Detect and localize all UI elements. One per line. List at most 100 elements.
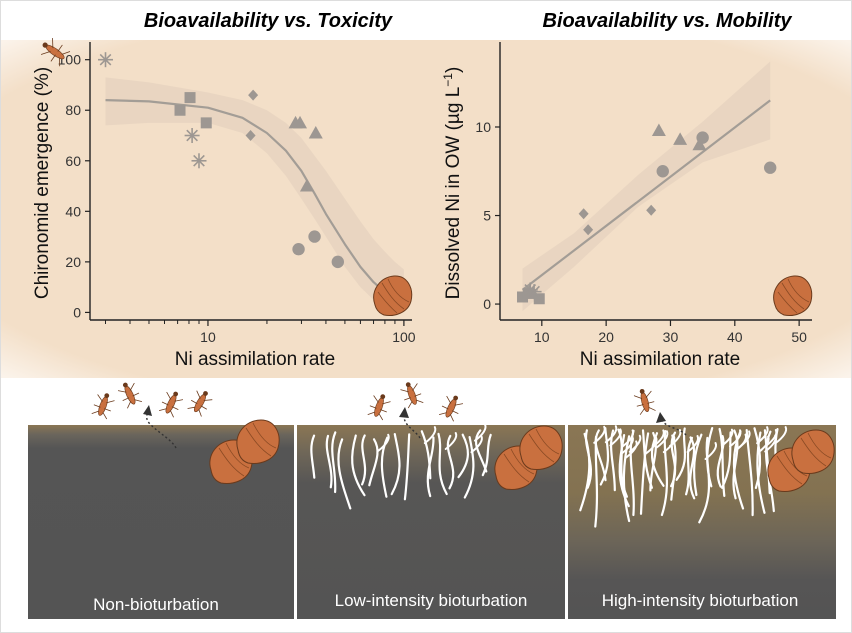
emergence-arrow-high	[656, 412, 687, 436]
scene-high-burrows	[579, 425, 788, 528]
left-x-axis-label: Ni assimilation rate	[175, 349, 336, 370]
right-fit-line	[521, 99, 771, 291]
right-ticks-layer: 0 5 10 10 20 30 40 50	[475, 119, 807, 345]
clam-icon-left-plot	[373, 275, 413, 316]
right-y-tick-label-5: 5	[483, 208, 491, 224]
left-point-square-1	[184, 92, 196, 104]
burrow	[639, 432, 650, 515]
burrow	[650, 432, 665, 487]
panel-title-right: Bioavailability vs. Mobility	[543, 10, 793, 32]
right-point-diamond-2	[646, 204, 657, 216]
burrow	[310, 434, 316, 479]
right-point-diamond-1	[583, 224, 594, 236]
clam-icon-right-plot	[773, 275, 813, 316]
burrow-branch	[444, 432, 458, 450]
insect-icon	[367, 394, 391, 421]
burrow	[457, 433, 470, 479]
scene-none-label: Non-bioturbation	[93, 595, 219, 614]
left-x-tick-label-100: 100	[392, 329, 416, 345]
burrow	[437, 432, 448, 496]
burrow	[403, 433, 411, 501]
burrow-branch	[604, 425, 618, 444]
right-confidence-band	[522, 61, 771, 312]
insect-icon	[633, 388, 656, 415]
burrow-branch	[609, 428, 622, 447]
insect-icon	[438, 395, 464, 422]
clam-icon-scene-low	[494, 425, 563, 490]
right-fit-layer	[521, 99, 771, 291]
burrow-branch	[474, 423, 487, 442]
burrow	[721, 431, 732, 489]
left-points-layer	[98, 52, 345, 269]
burrow	[599, 427, 610, 486]
right-point-triangle-1	[673, 132, 688, 145]
insect-icon	[158, 391, 184, 418]
insect-icon-top	[40, 38, 71, 67]
burrow	[426, 436, 435, 498]
insect-icon	[187, 390, 213, 417]
right-y-label-unit: (µg L	[443, 87, 464, 131]
left-y-axis-label: Chironomid emergence (%)	[32, 67, 53, 299]
burrow	[685, 436, 694, 496]
left-y-tick-label-60: 60	[65, 153, 81, 169]
right-x-axis-label: Ni assimilation rate	[580, 349, 741, 370]
right-x-tick-label-30: 30	[663, 329, 679, 345]
left-point-square-2	[200, 117, 212, 129]
right-point-circle-1	[696, 131, 709, 144]
burrow-branch	[470, 435, 483, 454]
burrow	[609, 429, 616, 492]
scene-low-burrows	[310, 423, 492, 510]
right-y-tick-label-0: 0	[483, 296, 491, 312]
right-x-tick-label-40: 40	[727, 329, 743, 345]
right-point-triangle-2	[692, 137, 707, 151]
burrow-branch	[774, 426, 788, 445]
burrow-branch	[734, 433, 747, 452]
burrow-branch	[652, 429, 665, 448]
burrow	[670, 431, 677, 488]
left-y-tick-label-20: 20	[65, 254, 81, 270]
scene-low-label: Low-intensity bioturbation	[335, 591, 528, 610]
insect-icon	[117, 382, 143, 409]
burrow	[675, 427, 687, 481]
burrow	[622, 435, 631, 523]
left-point-asterisk-0	[98, 52, 114, 68]
clam-icon-scene-none	[209, 419, 280, 484]
burrow	[337, 438, 352, 510]
burrow	[380, 436, 389, 498]
clam-icon-scene-high	[767, 429, 835, 492]
right-point-square-1	[522, 287, 534, 299]
left-point-triangle-2	[299, 179, 314, 192]
right-x-tick-label-50: 50	[791, 329, 807, 345]
right-point-square-0	[517, 291, 529, 303]
insect-icon	[400, 382, 424, 409]
right-y-tick-label-10: 10	[475, 119, 491, 135]
right-y-label-superscript: −1	[441, 73, 455, 87]
burrow	[756, 431, 766, 514]
insect-icon	[91, 393, 115, 420]
scene-none: Non-bioturbation	[28, 425, 294, 619]
burrow	[463, 436, 475, 499]
burrow	[390, 433, 401, 496]
burrow	[629, 429, 635, 517]
right-chart: 0 5 10 10 20 30 40 50 Ni assimilation rate Diss…	[441, 42, 812, 370]
left-point-triangle-1	[293, 115, 308, 129]
burrow	[361, 434, 367, 486]
right-point-diamond-0	[578, 208, 589, 220]
left-y-tick-label-80: 80	[65, 102, 81, 118]
right-point-triangle-0	[651, 123, 666, 137]
right-point-asterisk-1	[526, 284, 542, 300]
emergence-arrow-low	[399, 407, 421, 439]
right-y-label-main: Dissolved Ni in OW	[443, 136, 464, 300]
left-y-tick-label-0: 0	[73, 304, 81, 320]
burrow	[689, 436, 696, 500]
left-point-square-0	[174, 104, 186, 116]
burrow	[331, 431, 337, 494]
left-point-diamond-1	[248, 89, 259, 101]
burrow	[584, 429, 592, 489]
left-point-circle-2	[331, 255, 345, 269]
burrow	[693, 433, 703, 497]
burrow	[660, 430, 668, 517]
burrow	[325, 434, 333, 489]
